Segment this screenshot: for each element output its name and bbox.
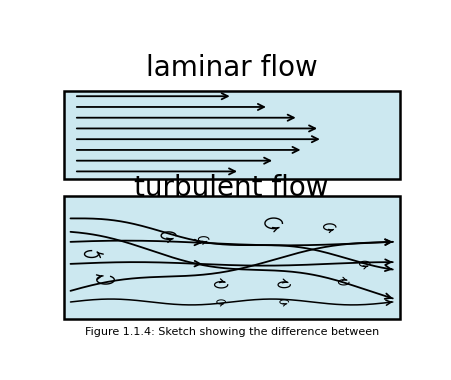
Bar xyxy=(63,196,399,319)
Text: Figure 1.1.4: Sketch showing the difference between: Figure 1.1.4: Sketch showing the differe… xyxy=(84,327,378,337)
Text: turbulent flow: turbulent flow xyxy=(134,174,328,201)
Text: laminar flow: laminar flow xyxy=(146,54,317,82)
Bar xyxy=(63,91,399,179)
